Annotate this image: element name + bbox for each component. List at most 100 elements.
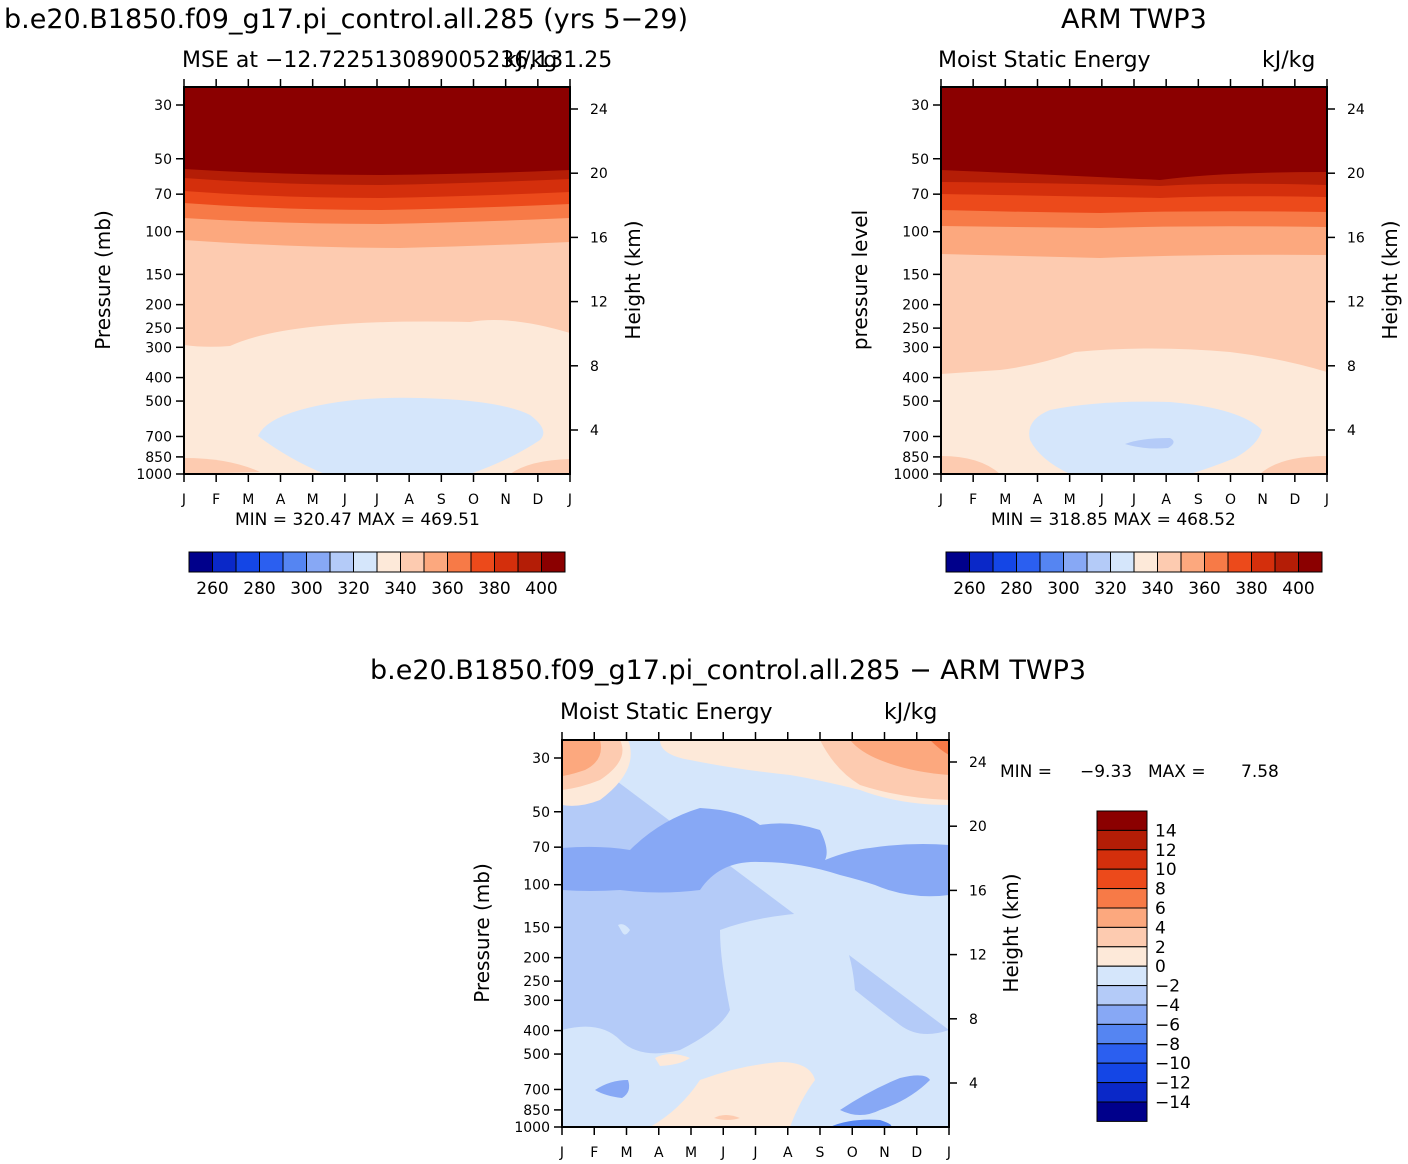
panel-c-min-label: MIN = [1000, 762, 1053, 782]
y2-tick-label: 20 [1347, 166, 1365, 182]
x-tick-label: D [911, 1145, 922, 1161]
y-tick-label: 70 [911, 187, 929, 203]
colorbar-cell [1096, 1023, 1148, 1045]
x-tick-label: J [946, 1145, 951, 1161]
colorbar-cell [1096, 1101, 1148, 1122]
panel-a-units: kJ/kg [504, 48, 558, 73]
panel-c-max-value: 7.58 [1241, 762, 1279, 782]
x-tick-label: A [1161, 492, 1171, 508]
colorbar-label: 10 [1155, 860, 1177, 880]
x-tick-label: J [1131, 492, 1136, 508]
colorbar-label: 260 [196, 579, 228, 599]
colorbar-cell [1039, 551, 1064, 573]
panel-c-ylabel: Pressure (mb) [470, 863, 494, 1003]
colorbar-label: 300 [1047, 579, 1079, 599]
y-tick-label: 100 [145, 225, 172, 241]
panel-c-title: Moist Static Energy [560, 700, 773, 725]
x-tick-label: J [342, 492, 347, 508]
x-tick-label: J [567, 492, 572, 508]
colorbar-label: 0 [1155, 957, 1166, 977]
y-tick-label: 300 [523, 993, 550, 1009]
y-tick-label: 400 [523, 1024, 550, 1040]
x-tick-label: M [1064, 492, 1076, 508]
colorbar-cell [235, 551, 260, 573]
y-tick-label: 30 [911, 98, 929, 114]
y-tick-label: 50 [911, 152, 929, 168]
colorbar-cell [969, 551, 994, 573]
colorbar-cell [423, 551, 448, 573]
colorbar-label: −6 [1155, 1015, 1180, 1035]
panel-c-band-4-top-right [850, 740, 949, 775]
y-tick-label: 700 [523, 1082, 550, 1098]
panel-b-colorbar: 260 280 300 320 340 360 380 400 [945, 551, 1323, 599]
panel-c-band-minus2-small [618, 924, 630, 935]
colorbar-cell [1180, 551, 1205, 573]
x-tick-label: S [1194, 492, 1203, 508]
y-tick-label: 200 [902, 298, 929, 314]
y-tick-label: 250 [145, 321, 172, 337]
x-tick-label: J [181, 492, 186, 508]
colorbar-label: 14 [1155, 821, 1177, 841]
colorbar-label: 340 [1141, 579, 1173, 599]
y2-tick-label: 8 [590, 359, 599, 375]
y-tick-label: 500 [145, 394, 172, 410]
x-tick-label: N [1257, 492, 1267, 508]
y-tick-label: 300 [902, 340, 929, 356]
panel-b-plot [941, 87, 1327, 474]
y2-tick-label: 24 [590, 102, 608, 118]
y-tick-label: 70 [154, 187, 172, 203]
panel-c-band-minus6-bottom-right [840, 1075, 930, 1115]
y-tick-label: 100 [523, 878, 550, 894]
colorbar-cell [1096, 985, 1148, 1006]
y2-tick-label: 16 [590, 230, 608, 246]
y2-tick-label: 12 [969, 948, 987, 964]
panel-a-band-350-bottom-right [510, 459, 570, 474]
y-tick-label: 30 [532, 751, 550, 767]
colorbar-label: −8 [1155, 1035, 1180, 1055]
panel-c-band-minus2 [562, 740, 949, 1127]
x-tick-label: M [620, 1145, 632, 1161]
panel-c-band-minus6-bottom-left [595, 1080, 630, 1098]
y-tick-label: 200 [523, 951, 550, 967]
panel-b-stats: MIN = 318.85 MAX = 468.52 [991, 510, 1236, 530]
x-tick-label: A [783, 1145, 793, 1161]
y-tick-label: 250 [902, 321, 929, 337]
panel-c-plot [562, 740, 949, 1127]
colorbar-cell [1096, 1004, 1148, 1025]
x-tick-label: O [468, 492, 479, 508]
colorbar-cell [1110, 551, 1135, 573]
panel-b-title: Moist Static Energy [938, 48, 1151, 73]
colorbar-cell [1096, 829, 1148, 851]
y-tick-label: 300 [145, 340, 172, 356]
y-tick-label: 700 [145, 429, 172, 445]
panel-c-band-6-top-right [930, 740, 949, 755]
colorbar-label: 260 [953, 579, 985, 599]
x-tick-label: D [1289, 492, 1300, 508]
colorbar-cell [1086, 551, 1111, 573]
x-tick-label: J [1324, 492, 1329, 508]
x-tick-label: M [999, 492, 1011, 508]
panel-c-max-label: MAX = [1148, 762, 1206, 782]
x-tick-label: A [1033, 492, 1043, 508]
panel-b-band-350-bottom-left [941, 456, 1000, 474]
panel-b-units: kJ/kg [1262, 48, 1316, 73]
colorbar-cell [1204, 551, 1229, 573]
x-tick-label: J [752, 1145, 757, 1161]
right-panel-main-title: ARM TWP3 [1061, 4, 1207, 35]
y-tick-label: 70 [532, 840, 550, 856]
colorbar-cell [1096, 888, 1148, 909]
colorbar-cell [1016, 551, 1041, 573]
x-tick-label: O [1225, 492, 1236, 508]
panel-c-min-value: −9.33 [1080, 762, 1133, 782]
colorbar-label: 4 [1155, 918, 1166, 938]
panel-a-y2label: Height (km) [621, 220, 645, 340]
colorbar-cell [1096, 946, 1148, 967]
colorbar-label: 2 [1155, 938, 1166, 958]
colorbar-label: 360 [1188, 579, 1220, 599]
colorbar-cell [1096, 926, 1148, 948]
colorbar-cell [1096, 965, 1148, 987]
x-tick-label: F [590, 1145, 598, 1161]
